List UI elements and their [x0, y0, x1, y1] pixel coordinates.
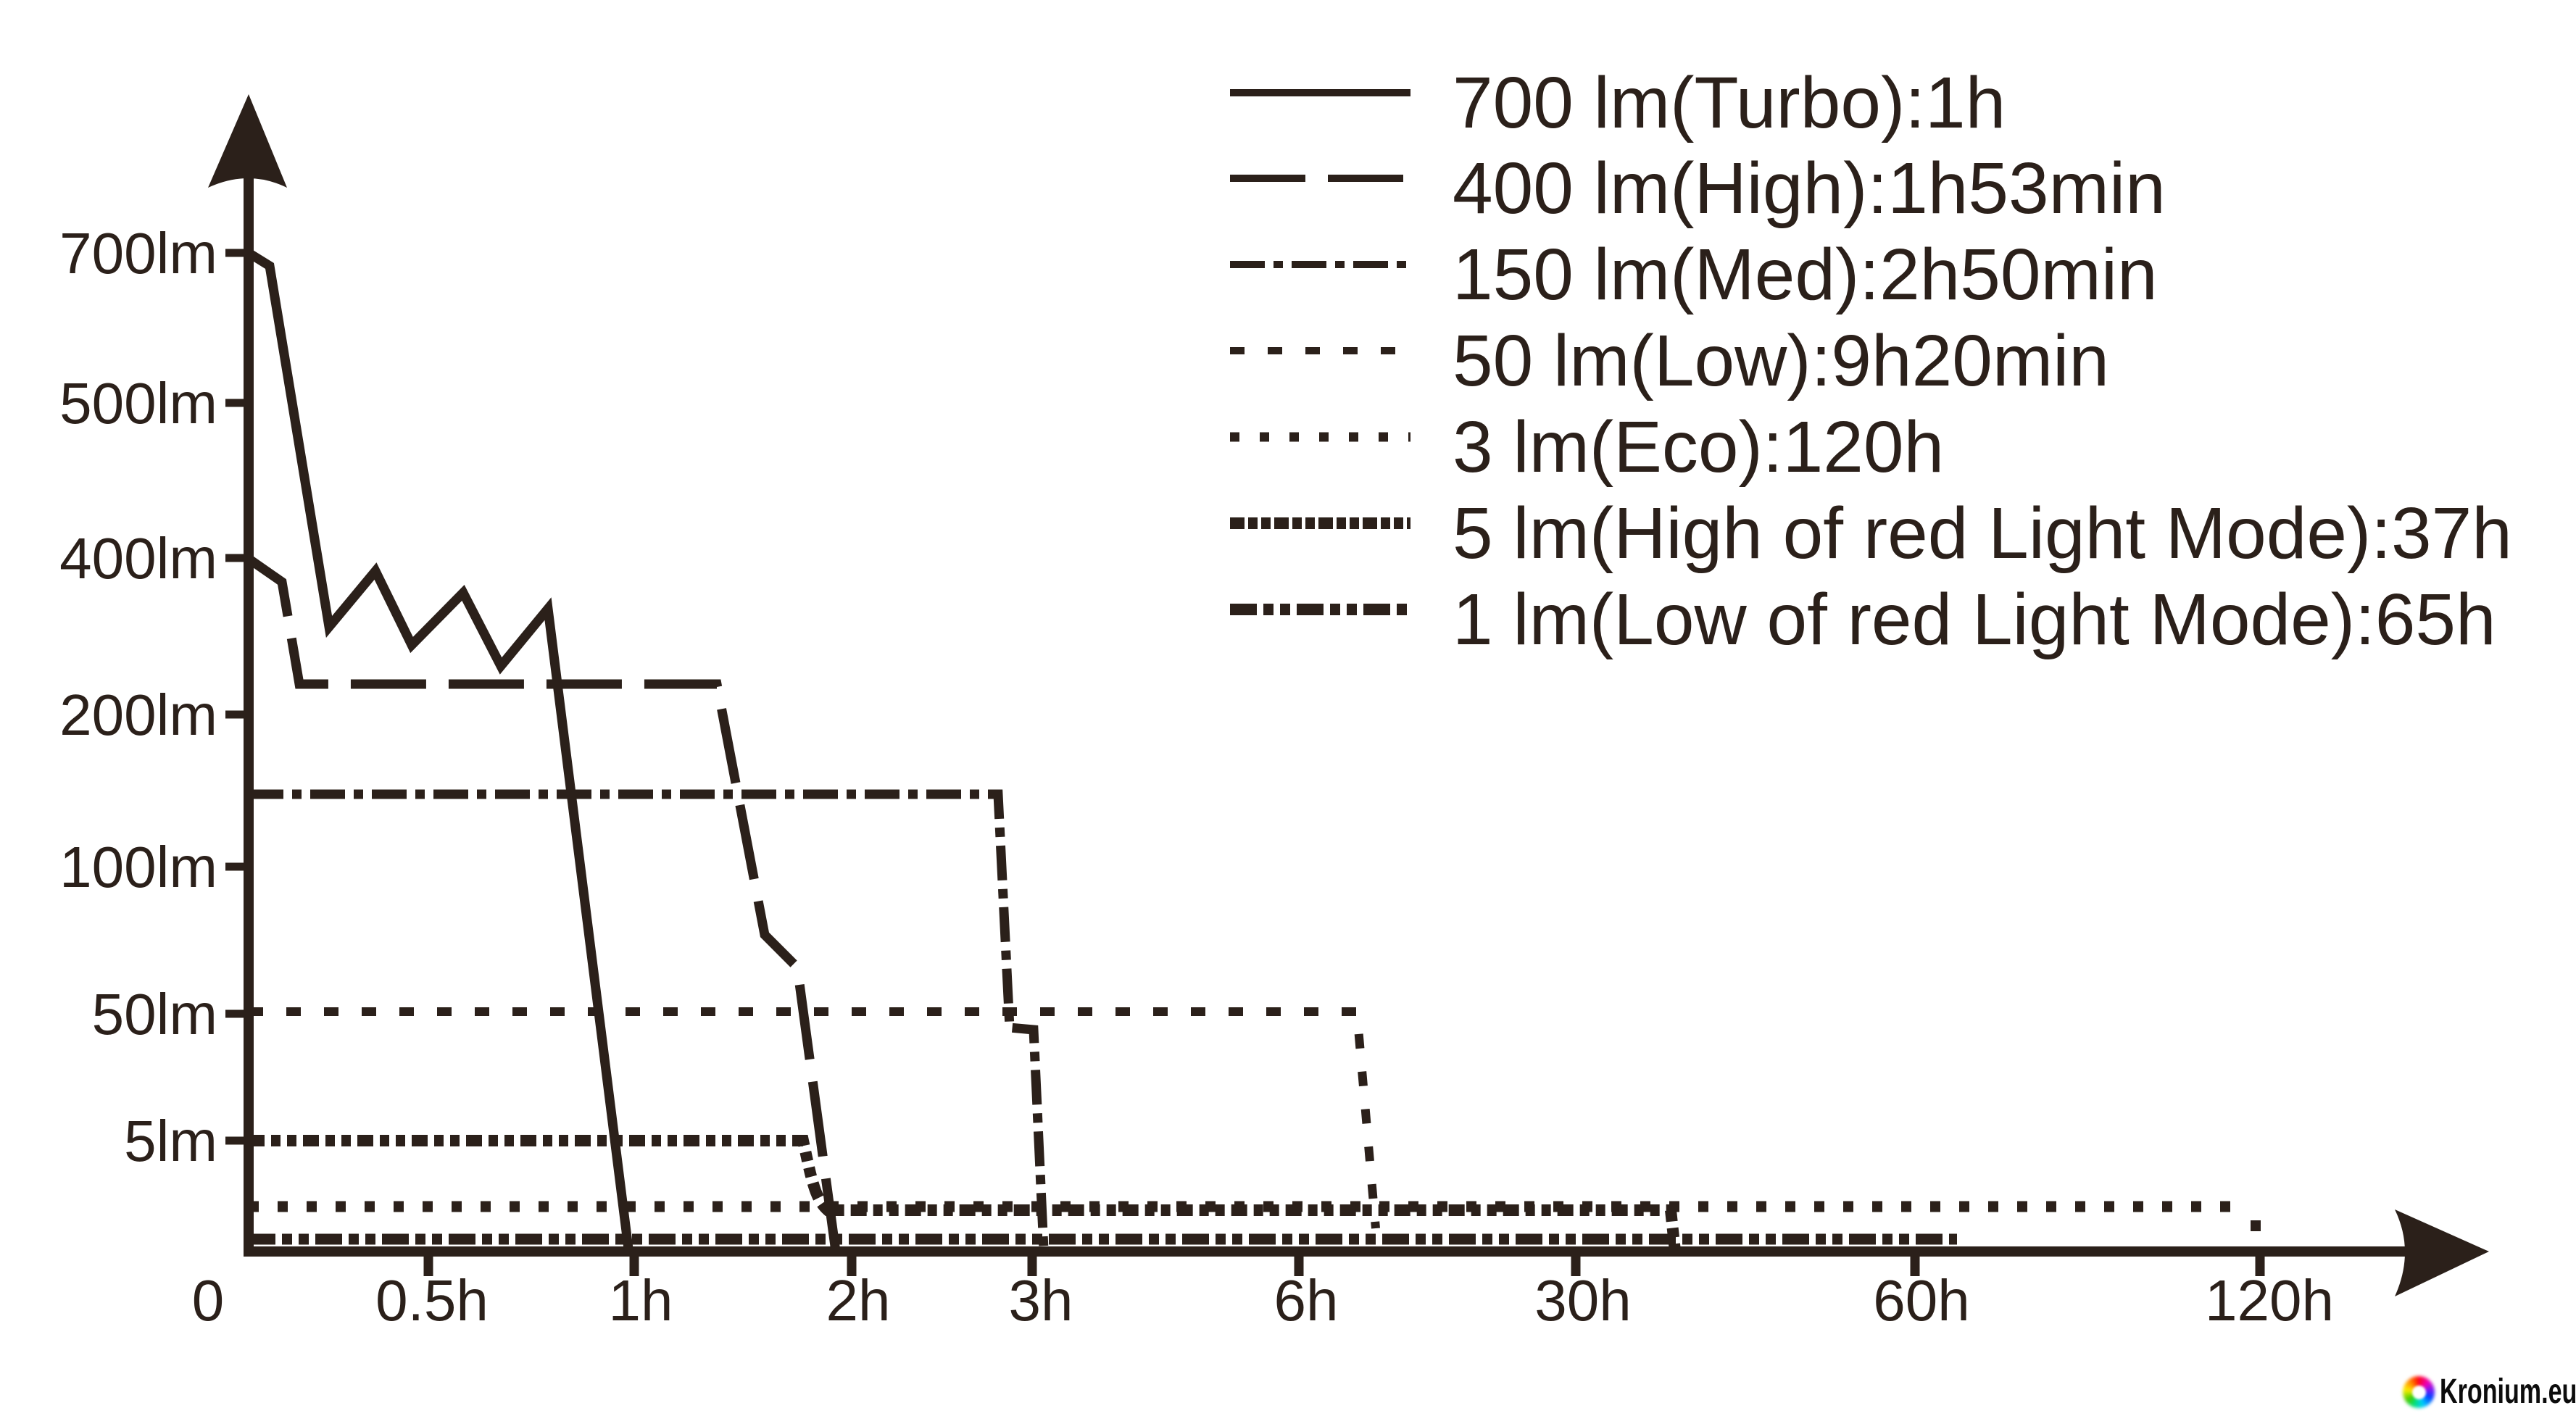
svg-text:500lm: 500lm [59, 371, 217, 436]
svg-text:400 lm(High):1h53min: 400 lm(High):1h53min [1453, 148, 2166, 229]
svg-text:700 lm(Turbo):1h: 700 lm(Turbo):1h [1453, 62, 2006, 143]
svg-text:1 lm(Low of red Light Mode):65: 1 lm(Low of red Light Mode):65h [1453, 579, 2496, 660]
svg-text:3 lm(Eco):120h: 3 lm(Eco):120h [1453, 407, 1944, 488]
svg-text:50 lm(Low):9h20min: 50 lm(Low):9h20min [1453, 320, 2109, 401]
svg-text:50lm: 50lm [92, 982, 217, 1046]
svg-text:120h: 120h [2205, 1268, 2334, 1333]
svg-text:0: 0 [192, 1268, 225, 1333]
svg-text:5 lm(High of red Light Mode):3: 5 lm(High of red Light Mode):37h [1453, 493, 2512, 574]
svg-text:30h: 30h [1534, 1268, 1631, 1333]
svg-text:2h: 2h [826, 1268, 891, 1333]
svg-text:0.5h: 0.5h [375, 1268, 489, 1333]
svg-text:5lm: 5lm [124, 1109, 217, 1173]
svg-text:150 lm(Med):2h50min: 150 lm(Med):2h50min [1453, 234, 2158, 315]
svg-text:1h: 1h [609, 1268, 673, 1333]
svg-text:60h: 60h [1873, 1268, 1969, 1333]
svg-text:700lm: 700lm [59, 221, 217, 286]
svg-text:200lm: 200lm [59, 683, 217, 747]
svg-text:3h: 3h [1009, 1268, 1073, 1333]
svg-text:100lm: 100lm [59, 835, 217, 899]
svg-text:400lm: 400lm [59, 526, 217, 591]
svg-text:6h: 6h [1274, 1268, 1339, 1333]
